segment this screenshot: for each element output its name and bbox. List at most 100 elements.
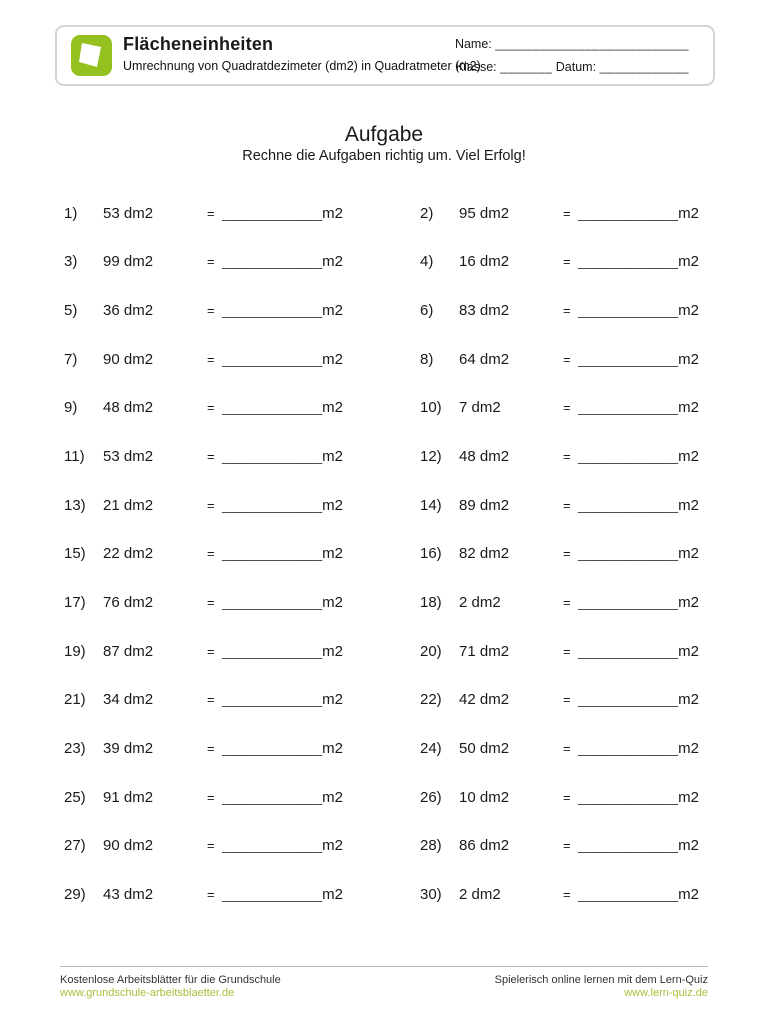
problem-row: 8) 64 dm2 = ____________ m2: [420, 335, 724, 384]
problem-row: 12) 48 dm2 = ____________ m2: [420, 432, 724, 481]
answer-blank: ____________: [578, 788, 679, 806]
equals-sign: =: [207, 594, 215, 610]
datum-label: Datum:: [555, 60, 597, 74]
problem-number: 26): [420, 788, 442, 806]
footer-left: Kostenlose Arbeitsblätter für die Grunds…: [60, 974, 281, 1000]
klasse-label: Klasse:: [455, 60, 497, 74]
problem-expression: 48 dm2: [459, 448, 510, 466]
page-title: Flächeneinheiten: [123, 34, 274, 54]
answer-blank: ____________: [222, 691, 323, 709]
problem-row: 15) 22 dm2 = ____________ m2: [64, 529, 420, 578]
task-instruction: Rechne die Aufgaben richtig um. Viel Erf…: [242, 148, 526, 164]
unit-label: m2: [678, 788, 699, 806]
problem-expression: 36 dm2: [103, 302, 154, 320]
problem-number: 18): [420, 593, 442, 611]
page-subtitle: Umrechnung von Quadratdezimeter (dm2) in…: [123, 59, 481, 73]
unit-label: m2: [678, 739, 699, 757]
equals-sign: =: [207, 303, 215, 319]
equals-sign: =: [207, 546, 215, 562]
unit-label: m2: [678, 642, 699, 660]
answer-blank: ____________: [222, 448, 323, 466]
problem-row: 13) 21 dm2 = ____________ m2: [64, 481, 420, 530]
klasse-datum-line: Klasse: _______ Datum: ____________: [455, 60, 689, 74]
answer-blank: ____________: [578, 593, 679, 611]
problem-number: 8): [420, 350, 434, 368]
problem-number: 28): [420, 837, 442, 855]
problem-expression: 21 dm2: [103, 496, 154, 514]
unit-label: m2: [322, 302, 343, 320]
problem-number: 15): [64, 545, 86, 563]
equals-sign: =: [207, 886, 215, 902]
unit-label: m2: [678, 691, 699, 709]
equals-sign: =: [563, 692, 571, 708]
answer-blank: ____________: [222, 399, 323, 417]
unit-label: m2: [322, 593, 343, 611]
problem-number: 29): [64, 885, 86, 903]
problems-grid: 1) 53 dm2 = ____________ m2 2) 95 dm2 = …: [64, 189, 724, 919]
answer-blank: ____________: [222, 739, 323, 757]
problem-row: 14) 89 dm2 = ____________ m2: [420, 481, 724, 530]
problem-expression: 91 dm2: [103, 788, 154, 806]
answer-blank: ____________: [578, 253, 679, 271]
equals-sign: =: [563, 643, 571, 659]
answer-blank: ____________: [222, 350, 323, 368]
problem-number: 24): [420, 739, 442, 757]
answer-blank: ____________: [222, 302, 323, 320]
problem-row: 25) 91 dm2 = ____________ m2: [64, 773, 420, 822]
answer-blank: ____________: [578, 448, 679, 466]
unit-label: m2: [322, 204, 343, 222]
unit-label: m2: [678, 302, 699, 320]
problem-number: 9): [64, 399, 78, 417]
equals-sign: =: [563, 789, 571, 805]
problem-row: 19) 87 dm2 = ____________ m2: [64, 627, 420, 676]
problem-number: 14): [420, 496, 442, 514]
equals-sign: =: [563, 838, 571, 854]
problem-number: 13): [64, 496, 86, 514]
equals-sign: =: [207, 692, 215, 708]
footer-right-text: Spielerisch online lernen mit dem Lern-Q…: [494, 974, 708, 986]
equals-sign: =: [563, 886, 571, 902]
answer-blank: ____________: [578, 885, 679, 903]
equals-sign: =: [207, 449, 215, 465]
problem-row: 28) 86 dm2 = ____________ m2: [420, 821, 724, 870]
problem-number: 20): [420, 642, 442, 660]
unit-label: m2: [678, 448, 699, 466]
problem-expression: 22 dm2: [103, 545, 154, 563]
problem-number: 27): [64, 837, 86, 855]
problem-expression: 71 dm2: [459, 642, 510, 660]
equals-sign: =: [563, 205, 571, 221]
footer-right-link[interactable]: www.lern-quiz.de: [624, 987, 708, 999]
datum-blank-field: ____________: [599, 60, 689, 74]
unit-label: m2: [322, 885, 343, 903]
answer-blank: ____________: [222, 788, 323, 806]
problem-expression: 50 dm2: [459, 739, 510, 757]
problem-expression: 82 dm2: [459, 545, 510, 563]
problem-number: 23): [64, 739, 86, 757]
name-label: Name:: [454, 37, 492, 51]
footer-left-link[interactable]: www.grundschule-arbeitsblaetter.de: [60, 987, 235, 999]
equals-sign: =: [563, 351, 571, 367]
problem-number: 5): [64, 302, 78, 320]
problem-number: 30): [420, 885, 442, 903]
equals-sign: =: [563, 740, 571, 756]
equals-sign: =: [207, 740, 215, 756]
footer-right: Spielerisch online lernen mit dem Lern-Q…: [495, 974, 708, 1000]
problem-row: 11) 53 dm2 = ____________ m2: [64, 432, 420, 481]
problem-number: 25): [64, 788, 86, 806]
problem-row: 30) 2 dm2 = ____________ m2: [420, 870, 724, 919]
problem-row: 23) 39 dm2 = ____________ m2: [64, 724, 420, 773]
problem-row: 26) 10 dm2 = ____________ m2: [420, 773, 724, 822]
name-blank-field: __________________________: [495, 37, 689, 51]
problem-expression: 53 dm2: [103, 204, 154, 222]
answer-blank: ____________: [222, 496, 323, 514]
unit-label: m2: [678, 204, 699, 222]
answer-blank: ____________: [578, 837, 679, 855]
unit-label: m2: [678, 399, 699, 417]
problem-row: 18) 2 dm2 = ____________ m2: [420, 578, 724, 627]
problem-row: 24) 50 dm2 = ____________ m2: [420, 724, 724, 773]
unit-label: m2: [322, 545, 343, 563]
problem-expression: 90 dm2: [103, 350, 154, 368]
answer-blank: ____________: [222, 253, 323, 271]
problem-expression: 48 dm2: [103, 399, 154, 417]
problem-expression: 87 dm2: [103, 642, 154, 660]
